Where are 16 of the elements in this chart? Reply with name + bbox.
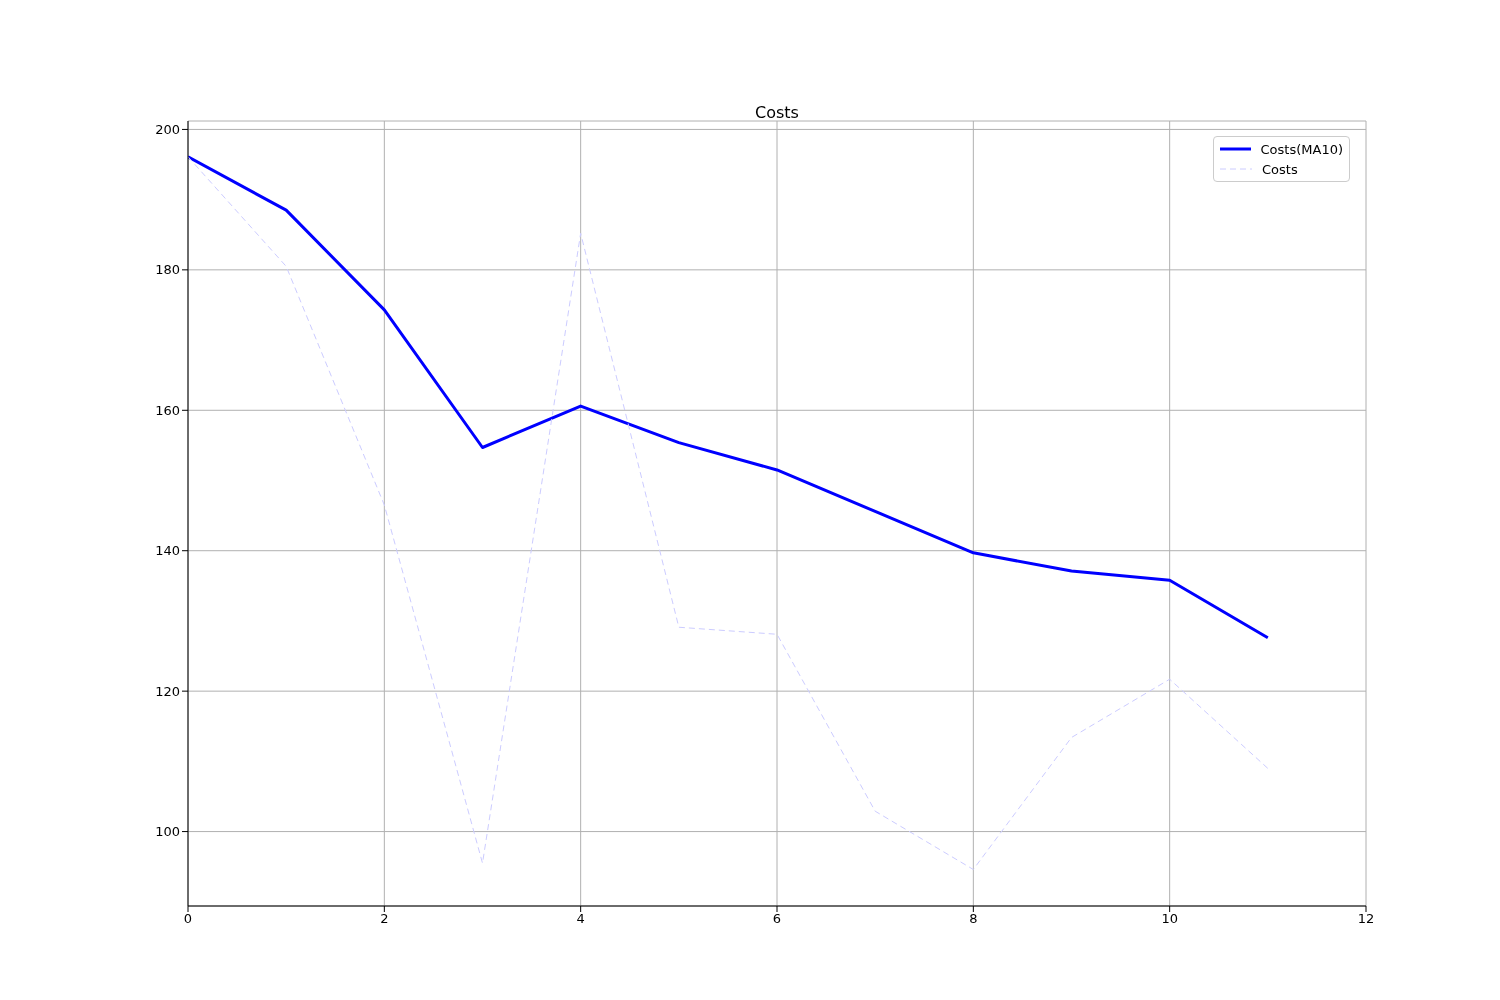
x-tick-label: 12 <box>1357 911 1375 927</box>
y-tick-label: 180 <box>155 262 180 278</box>
x-tick-label: 8 <box>969 911 978 927</box>
x-tick-label: 6 <box>772 911 782 927</box>
y-tick-label: 120 <box>155 683 180 699</box>
y-tick-label: 100 <box>155 824 180 840</box>
y-tick-label: 200 <box>155 122 180 138</box>
x-tick-label: 2 <box>380 911 389 927</box>
legend-label: Costs(MA10) <box>1260 141 1343 157</box>
y-tick-label: 140 <box>155 543 180 559</box>
x-tick-label: 10 <box>1161 911 1178 927</box>
y-tick-label: 160 <box>155 402 180 418</box>
x-tick-label: 0 <box>183 911 193 927</box>
chart-title: Costs <box>754 103 800 122</box>
legend-label: Costs <box>1262 161 1298 177</box>
x-tick-label: 4 <box>576 911 585 927</box>
